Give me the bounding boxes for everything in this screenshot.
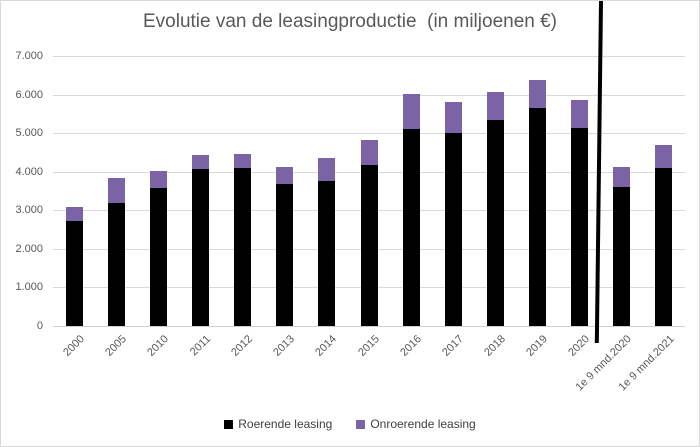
bar-segment-onroerende-1e 9 mnd.2021 [655, 144, 673, 168]
y-axis-label: 3.000 [15, 204, 43, 217]
bar-segment-roerende-2019 [529, 108, 547, 326]
legend-swatch-onroerende-icon [356, 419, 366, 429]
bar-segment-roerende-2018 [486, 120, 504, 326]
bar-segment-onroerende-2013 [276, 167, 294, 185]
bar-segment-roerende-2000 [65, 221, 83, 326]
bar-segment-roerende-2013 [276, 184, 294, 326]
x-axis-label: 2017 [439, 333, 466, 359]
bar-segment-roerende-2016 [402, 128, 420, 326]
legend-swatch-roerende-icon [224, 419, 234, 429]
bar-segment-onroerende-2015 [360, 140, 378, 165]
bar-segment-roerende-2010 [149, 187, 167, 326]
bar-segment-onroerende-2019 [529, 80, 547, 109]
x-axis-label: 2000 [60, 333, 87, 359]
x-axis-label: 2011 [187, 333, 213, 359]
x-axis-label: 2010 [145, 333, 171, 359]
chart-title: Evolutie van de leasingproductie (in mil… [142, 11, 558, 32]
gridline [53, 94, 685, 96]
bar-segment-roerende-1e 9 mnd.2021 [655, 167, 673, 326]
legend-item-onroerende-leasing: Onroerende leasing [356, 417, 476, 431]
bar-segment-onroerende-1e 9 mnd.2020 [613, 167, 631, 187]
bar-segment-roerende-1e 9 mnd.2020 [613, 186, 631, 326]
y-axis-label: 0 [36, 320, 43, 332]
bar-segment-roerende-2012 [234, 167, 252, 326]
x-axis-label: 2018 [482, 333, 508, 359]
y-axis-label: 7.000 [15, 50, 43, 62]
bar-segment-roerende-2020 [571, 128, 589, 326]
bar-segment-onroerende-2018 [486, 91, 504, 121]
x-axis-label: 2019 [524, 333, 551, 359]
x-axis-label: 2014 [313, 333, 340, 359]
x-axis-label: 2016 [397, 333, 424, 359]
x-axis-label: 2015 [355, 333, 382, 359]
bar-segment-roerende-2005 [107, 202, 125, 326]
bar-segment-onroerende-2011 [191, 155, 209, 169]
bar-segment-onroerende-2000 [65, 206, 83, 222]
legend-label-onroerende: Onroerende leasing [370, 417, 476, 431]
legend: Roerende leasing Onroerende leasing [1, 417, 699, 431]
y-axis-label: 2.000 [15, 242, 43, 255]
y-axis-label: 4.000 [15, 165, 43, 178]
bar-segment-roerende-2015 [360, 164, 378, 326]
gridline [53, 56, 685, 57]
legend-label-roerende: Roerende leasing [238, 417, 333, 431]
y-axis-label: 5.000 [15, 127, 43, 140]
x-axis-label: 2005 [102, 333, 129, 359]
bar-segment-onroerende-2014 [318, 158, 336, 181]
bar-segment-roerende-2017 [444, 132, 462, 326]
x-axis-label: 2020 [566, 333, 593, 359]
y-axis-label: 1.000 [15, 281, 43, 294]
y-axis-label: 6.000 [15, 88, 43, 101]
bar-segment-roerende-2014 [318, 180, 336, 326]
x-axis-line [53, 326, 685, 327]
bar-segment-onroerende-2005 [107, 177, 125, 203]
bar-segment-onroerende-2020 [571, 100, 589, 129]
x-axis-label: 2012 [229, 333, 256, 359]
bar-segment-onroerende-2017 [444, 101, 462, 133]
gridline [53, 133, 685, 135]
x-axis-label: 2013 [271, 333, 298, 359]
bar-segment-roerende-2011 [191, 168, 209, 326]
bar-segment-onroerende-2010 [149, 171, 167, 188]
bar-segment-onroerende-2012 [234, 154, 252, 168]
bar-segment-onroerende-2016 [402, 94, 420, 129]
legend-item-roerende-leasing: Roerende leasing [224, 417, 332, 431]
